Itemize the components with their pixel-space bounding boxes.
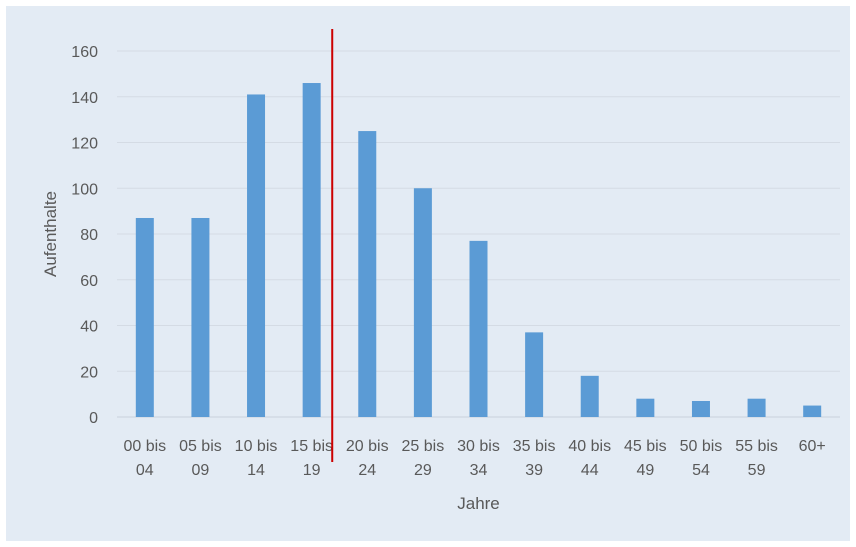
- x-tick-label: 10 bis: [235, 438, 278, 455]
- x-tick-label: 29: [414, 462, 432, 479]
- x-tick-label: 49: [636, 462, 654, 479]
- x-tick-label: 19: [303, 462, 321, 479]
- x-tick-label: 34: [470, 462, 488, 479]
- x-tick-label: 20 bis: [346, 438, 389, 455]
- x-axis-title: Jahre: [457, 494, 500, 513]
- x-tick-label: 25 bis: [402, 438, 445, 455]
- y-tick-label: 100: [71, 181, 98, 198]
- bar: [525, 332, 544, 417]
- x-axis-ticks: 00 bis 04 05 bis 09 10 bis 14 15 bis 19 20 bis 24…: [123, 438, 825, 479]
- bar: [636, 398, 655, 417]
- x-tick-label: 35 bis: [513, 438, 556, 455]
- x-tick-label: 24: [358, 462, 376, 479]
- x-tick-label: 50 bis: [680, 438, 723, 455]
- y-tick-label: 0: [89, 410, 98, 427]
- x-tick-label: 45 bis: [624, 438, 667, 455]
- y-tick-label: 160: [71, 44, 98, 61]
- x-tick-label: 39: [525, 462, 543, 479]
- x-tick-label: 30 bis: [457, 438, 500, 455]
- bar: [358, 131, 377, 417]
- bars: [135, 83, 822, 418]
- bar: [803, 405, 822, 417]
- y-tick-label: 40: [80, 319, 98, 336]
- y-axis-ticks: 0 20 40 60 80 100 120 140 160: [71, 44, 98, 427]
- y-tick-label: 140: [71, 90, 98, 107]
- bar: [469, 240, 488, 417]
- bar: [302, 83, 321, 418]
- x-tick-label: 60+: [799, 438, 826, 455]
- x-tick-label: 54: [692, 462, 710, 479]
- y-tick-label: 20: [80, 364, 98, 381]
- x-tick-label: 44: [581, 462, 599, 479]
- x-tick-label: 05 bis: [179, 438, 222, 455]
- x-tick-label: 59: [748, 462, 766, 479]
- bar: [747, 398, 766, 417]
- y-tick-label: 60: [80, 273, 98, 290]
- bar: [413, 188, 432, 417]
- x-tick-label: 40 bis: [568, 438, 611, 455]
- y-tick-label: 80: [80, 227, 98, 244]
- bar: [191, 217, 210, 417]
- x-tick-label: 04: [136, 462, 154, 479]
- x-tick-label: 15 bis: [290, 438, 333, 455]
- bar: [247, 94, 266, 418]
- bar: [135, 217, 154, 417]
- y-axis-title: Aufenthalte: [41, 191, 60, 277]
- x-tick-label: 14: [247, 462, 265, 479]
- x-tick-label: 09: [192, 462, 210, 479]
- x-tick-label: 55 bis: [735, 438, 778, 455]
- x-tick-label: 00 bis: [123, 438, 166, 455]
- bar: [691, 400, 710, 417]
- y-tick-label: 120: [71, 136, 98, 153]
- bar: [580, 375, 599, 417]
